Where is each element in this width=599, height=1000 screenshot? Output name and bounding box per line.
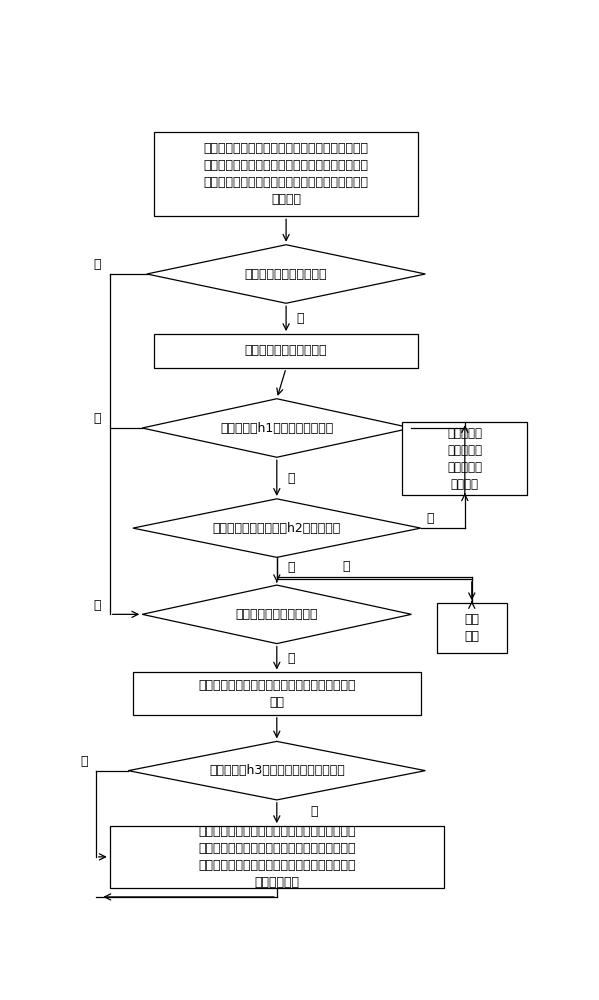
- Text: 结束
流程: 结束 流程: [464, 613, 479, 643]
- Text: 抢单阶段是否为开启状态: 抢单阶段是否为开启状态: [245, 267, 327, 280]
- Polygon shape: [128, 741, 425, 800]
- Text: 在兜底阶段，获取当前时间，根据当前时间落入
的时间范围，查找预先安排负责所述时间范围内
值班的的医疗机构的值班医生，由所述值班医生
进行远程会诊: 在兜底阶段，获取当前时间，根据当前时间落入 的时间范围，查找预先安排负责所述时间…: [198, 825, 356, 889]
- FancyBboxPatch shape: [110, 826, 444, 888]
- Text: 否: 否: [93, 599, 101, 612]
- Polygon shape: [142, 399, 412, 457]
- FancyBboxPatch shape: [402, 422, 528, 495]
- Text: 是: 是: [343, 560, 350, 573]
- Text: 记录抢单医
生违约次数
一次，本次
接单无效: 记录抢单医 生违约次数 一次，本次 接单无效: [447, 427, 482, 491]
- Text: 否: 否: [426, 512, 434, 525]
- FancyBboxPatch shape: [133, 672, 420, 715]
- Text: 是: 是: [287, 652, 295, 665]
- Text: 是否在接单后规定时间h2内做出处理: 是否在接单后规定时间h2内做出处理: [213, 522, 341, 535]
- Text: 在规定时间h3内该名医生是否做出处理: 在规定时间h3内该名医生是否做出处理: [209, 764, 344, 777]
- FancyBboxPatch shape: [437, 603, 507, 653]
- Polygon shape: [147, 245, 425, 303]
- Text: 否: 否: [80, 755, 88, 768]
- Text: 指派阶段是否为开启状态: 指派阶段是否为开启状态: [235, 608, 318, 621]
- Polygon shape: [142, 585, 412, 644]
- Text: 上传患者报告单到云端，并选择会诊阶段的开关，
提交会诊请求单，所述会诊阶段包括抢单阶段、指
派阶段和兜底阶段，所述抢单阶段和指派阶段分别
设有开关: 上传患者报告单到云端，并选择会诊阶段的开关， 提交会诊请求单，所述会诊阶段包括抢…: [204, 142, 368, 206]
- Text: 在规定时间h1内是否有医生接单: 在规定时间h1内是否有医生接单: [220, 422, 334, 434]
- FancyBboxPatch shape: [154, 132, 418, 216]
- Text: 否: 否: [93, 412, 101, 425]
- FancyBboxPatch shape: [154, 334, 418, 368]
- Text: 是: 是: [297, 312, 304, 325]
- Text: 是: 是: [310, 805, 317, 818]
- Polygon shape: [133, 499, 420, 557]
- Text: 是: 是: [287, 561, 295, 574]
- Text: 根据优先级指派最高优先级的一名医生进行远程
会诊: 根据优先级指派最高优先级的一名医生进行远程 会诊: [198, 679, 356, 709]
- Text: 由医生自发进行接单诊断: 由医生自发进行接单诊断: [245, 344, 327, 358]
- Text: 是: 是: [287, 472, 295, 485]
- Text: 否: 否: [93, 258, 101, 271]
